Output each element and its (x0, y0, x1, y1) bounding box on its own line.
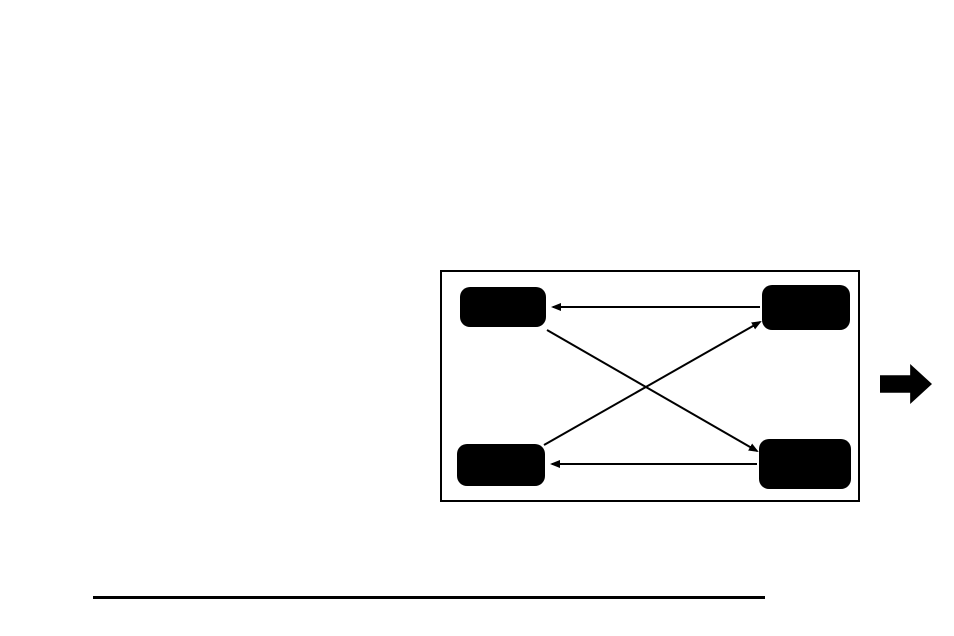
tire-front-right (762, 285, 850, 330)
forward-arrow-icon (880, 364, 932, 404)
tire-front-left (460, 287, 546, 327)
tire-rear-right (759, 439, 851, 489)
bottom-rule (93, 596, 765, 599)
tire-rear-left (457, 444, 545, 486)
